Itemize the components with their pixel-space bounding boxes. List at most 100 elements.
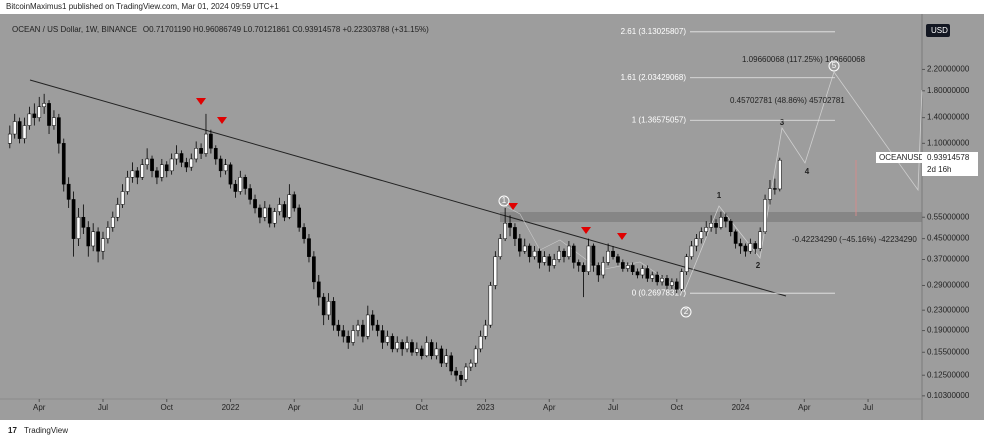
candle-body — [218, 158, 223, 172]
candle-body — [316, 281, 321, 298]
candle-body — [277, 204, 282, 212]
candle-body — [586, 245, 591, 272]
candle-body — [61, 143, 66, 185]
y-tick-label: 0.10300000 — [927, 391, 970, 400]
candle-body — [12, 121, 17, 135]
candle-body — [532, 250, 537, 257]
y-tick-label: 0.37000000 — [927, 255, 970, 264]
candle-body — [419, 348, 424, 357]
candle-body — [86, 227, 91, 247]
candle-body — [591, 245, 596, 266]
candle-body — [361, 324, 365, 337]
candle-body — [135, 170, 140, 178]
candle-body — [601, 262, 606, 276]
candle-body — [547, 256, 552, 266]
candle-body — [17, 121, 22, 139]
wave-label: 5 — [832, 61, 837, 70]
candle-body — [248, 188, 252, 200]
candle-body — [253, 199, 257, 209]
candle-body — [689, 245, 694, 257]
symbol: OCEANUSD — [879, 153, 925, 162]
candle-body — [694, 238, 699, 247]
candle-body — [164, 164, 169, 172]
candle-body — [429, 342, 434, 357]
x-tick-label: 2022 — [222, 403, 240, 412]
candle-body — [145, 158, 149, 165]
y-tick-label: 0.15500000 — [927, 347, 970, 356]
markers — [196, 98, 627, 240]
candle-body — [189, 158, 194, 168]
candle-body — [473, 348, 478, 364]
candle-body — [405, 342, 409, 350]
candle-body — [415, 348, 419, 353]
candle-body — [140, 164, 145, 178]
candle-body — [96, 231, 100, 252]
candle-body — [439, 348, 444, 364]
candle-body — [635, 271, 640, 276]
candle-body — [640, 268, 645, 276]
candle-body — [312, 256, 316, 283]
candle-body — [674, 281, 679, 290]
footer: TradingView — [24, 426, 68, 435]
fib-label: 0 (0.26978317) — [632, 288, 687, 297]
currency-box — [926, 24, 950, 37]
candle-body — [513, 227, 517, 239]
candle-body — [518, 238, 522, 252]
y-tick-label: 0.23000000 — [927, 305, 970, 314]
candle-body — [27, 113, 32, 126]
price-box — [922, 152, 978, 176]
candle-body — [179, 153, 184, 163]
y-tick-label: 0.12500000 — [927, 370, 970, 379]
candle-body — [159, 164, 164, 178]
candle-body — [238, 177, 243, 192]
candle-body — [611, 250, 615, 257]
wave-label: 2 — [756, 261, 761, 270]
candle-body — [424, 342, 429, 357]
candle-body — [616, 256, 620, 263]
x-tick-label: Jul — [98, 403, 108, 412]
candle-body — [282, 204, 287, 218]
red-marker — [217, 117, 227, 124]
candle-body — [321, 296, 326, 316]
x-tick-label: Oct — [161, 403, 174, 412]
candle-body — [459, 374, 463, 380]
symbol-title: OCEAN / US Dollar, 1W, BINANCE — [12, 25, 137, 34]
candle-body — [91, 231, 96, 247]
candle-body — [576, 262, 581, 266]
candle-body — [120, 191, 125, 205]
candle-body — [679, 271, 684, 290]
candle-body — [22, 125, 27, 139]
x-tick-label: Jul — [863, 403, 873, 412]
red-marker — [617, 233, 627, 240]
wave-path-2 — [499, 202, 685, 293]
candle-body — [498, 238, 503, 257]
candle-body — [753, 243, 758, 249]
candle-body — [522, 245, 527, 252]
candle-body — [537, 250, 542, 263]
candle-body — [351, 330, 355, 343]
y-tick-label: 0.29000000 — [927, 281, 970, 290]
wave-circle — [498, 195, 510, 207]
candle-body — [267, 207, 272, 224]
candle-body — [483, 324, 488, 337]
candle-body — [768, 188, 772, 200]
candle-body — [380, 330, 385, 343]
candle-body — [272, 211, 277, 224]
candle-body — [410, 342, 414, 353]
candle-body — [174, 153, 179, 160]
x-tick-label: Apr — [798, 403, 811, 412]
y-tick-label: 2.20000000 — [927, 65, 970, 74]
candle-body — [557, 250, 561, 260]
wave-label: 4 — [805, 167, 810, 176]
candle-body — [468, 362, 473, 368]
annotation: 0.45702781 (48.86%) 45702781 — [730, 96, 845, 105]
red-marker — [196, 98, 206, 105]
candle-body — [223, 164, 228, 172]
wave-label: 1 — [717, 191, 722, 200]
candle-body — [743, 245, 748, 252]
candle-body — [385, 336, 390, 343]
x-tick-label: Apr — [288, 403, 301, 412]
candle-body — [184, 162, 189, 168]
candle-body — [620, 262, 625, 269]
y-tick-label: 1.40000000 — [927, 113, 970, 122]
